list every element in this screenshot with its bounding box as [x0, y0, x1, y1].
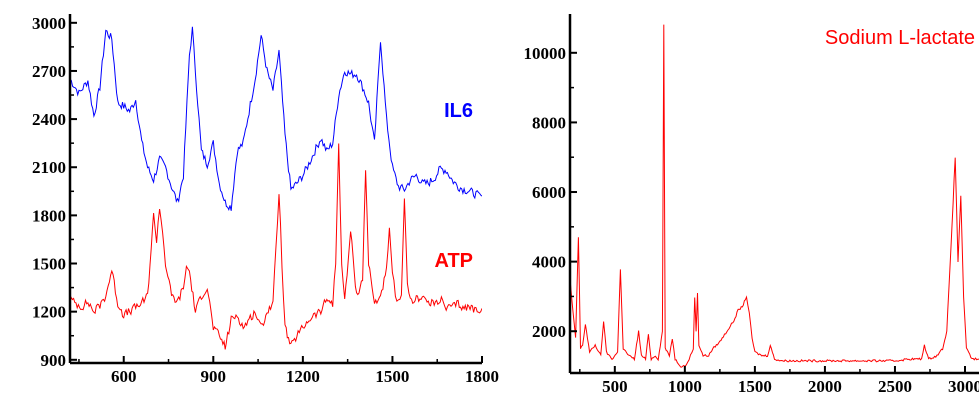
left-series-il6-line: [70, 26, 482, 211]
left-x-tick-label: 1500: [375, 367, 409, 386]
right-y-tick-label: 4000: [532, 253, 566, 272]
right-y-tick-label: 10000: [524, 44, 567, 63]
right-y-tick-label: 6000: [532, 183, 566, 202]
left-y-tick-label: 3000: [32, 14, 66, 33]
right-x-tick-label: 2000: [808, 377, 842, 394]
left-series-atp-line: [70, 143, 482, 350]
left-y-tick-label: 900: [41, 351, 67, 370]
right-y-tick-label: 2000: [532, 322, 566, 341]
left-chart: 600 900 1200 1500 1800 900 1200 1500 1800 2100 240…: [32, 14, 499, 386]
left-x-tick-label: 900: [201, 367, 227, 386]
right-x-tick-label: 2500: [878, 377, 912, 394]
left-y-tick-label: 2100: [32, 158, 66, 177]
right-x-tick-label: 3000: [948, 377, 979, 394]
left-y-tick-label: 1800: [32, 206, 66, 225]
left-y-tick-label: 2400: [32, 110, 66, 129]
left-series-label-il6: IL6: [444, 100, 473, 122]
left-x-tick-label: 1200: [286, 367, 320, 386]
right-y-tick-label: 8000: [532, 113, 566, 132]
right-x-tick-label: 500: [602, 377, 628, 394]
left-series-label-atp: ATP: [434, 250, 473, 272]
right-chart-title: Sodium L-lactate: [825, 27, 975, 49]
left-y-tick-label: 1200: [32, 303, 66, 322]
right-chart: 500 1000 1500 2000 2500 3000 2000 4000 6000 8000 1…: [524, 14, 979, 394]
left-y-tick-label: 1500: [32, 255, 66, 274]
right-series-spectrum-line: [570, 24, 979, 368]
right-x-tick-label: 1500: [738, 377, 772, 394]
left-x-tick-label: 1800: [465, 367, 499, 386]
left-x-tick-label: 600: [111, 367, 137, 386]
right-x-tick-label: 1000: [668, 377, 702, 394]
left-y-tick-label: 2700: [32, 62, 66, 81]
